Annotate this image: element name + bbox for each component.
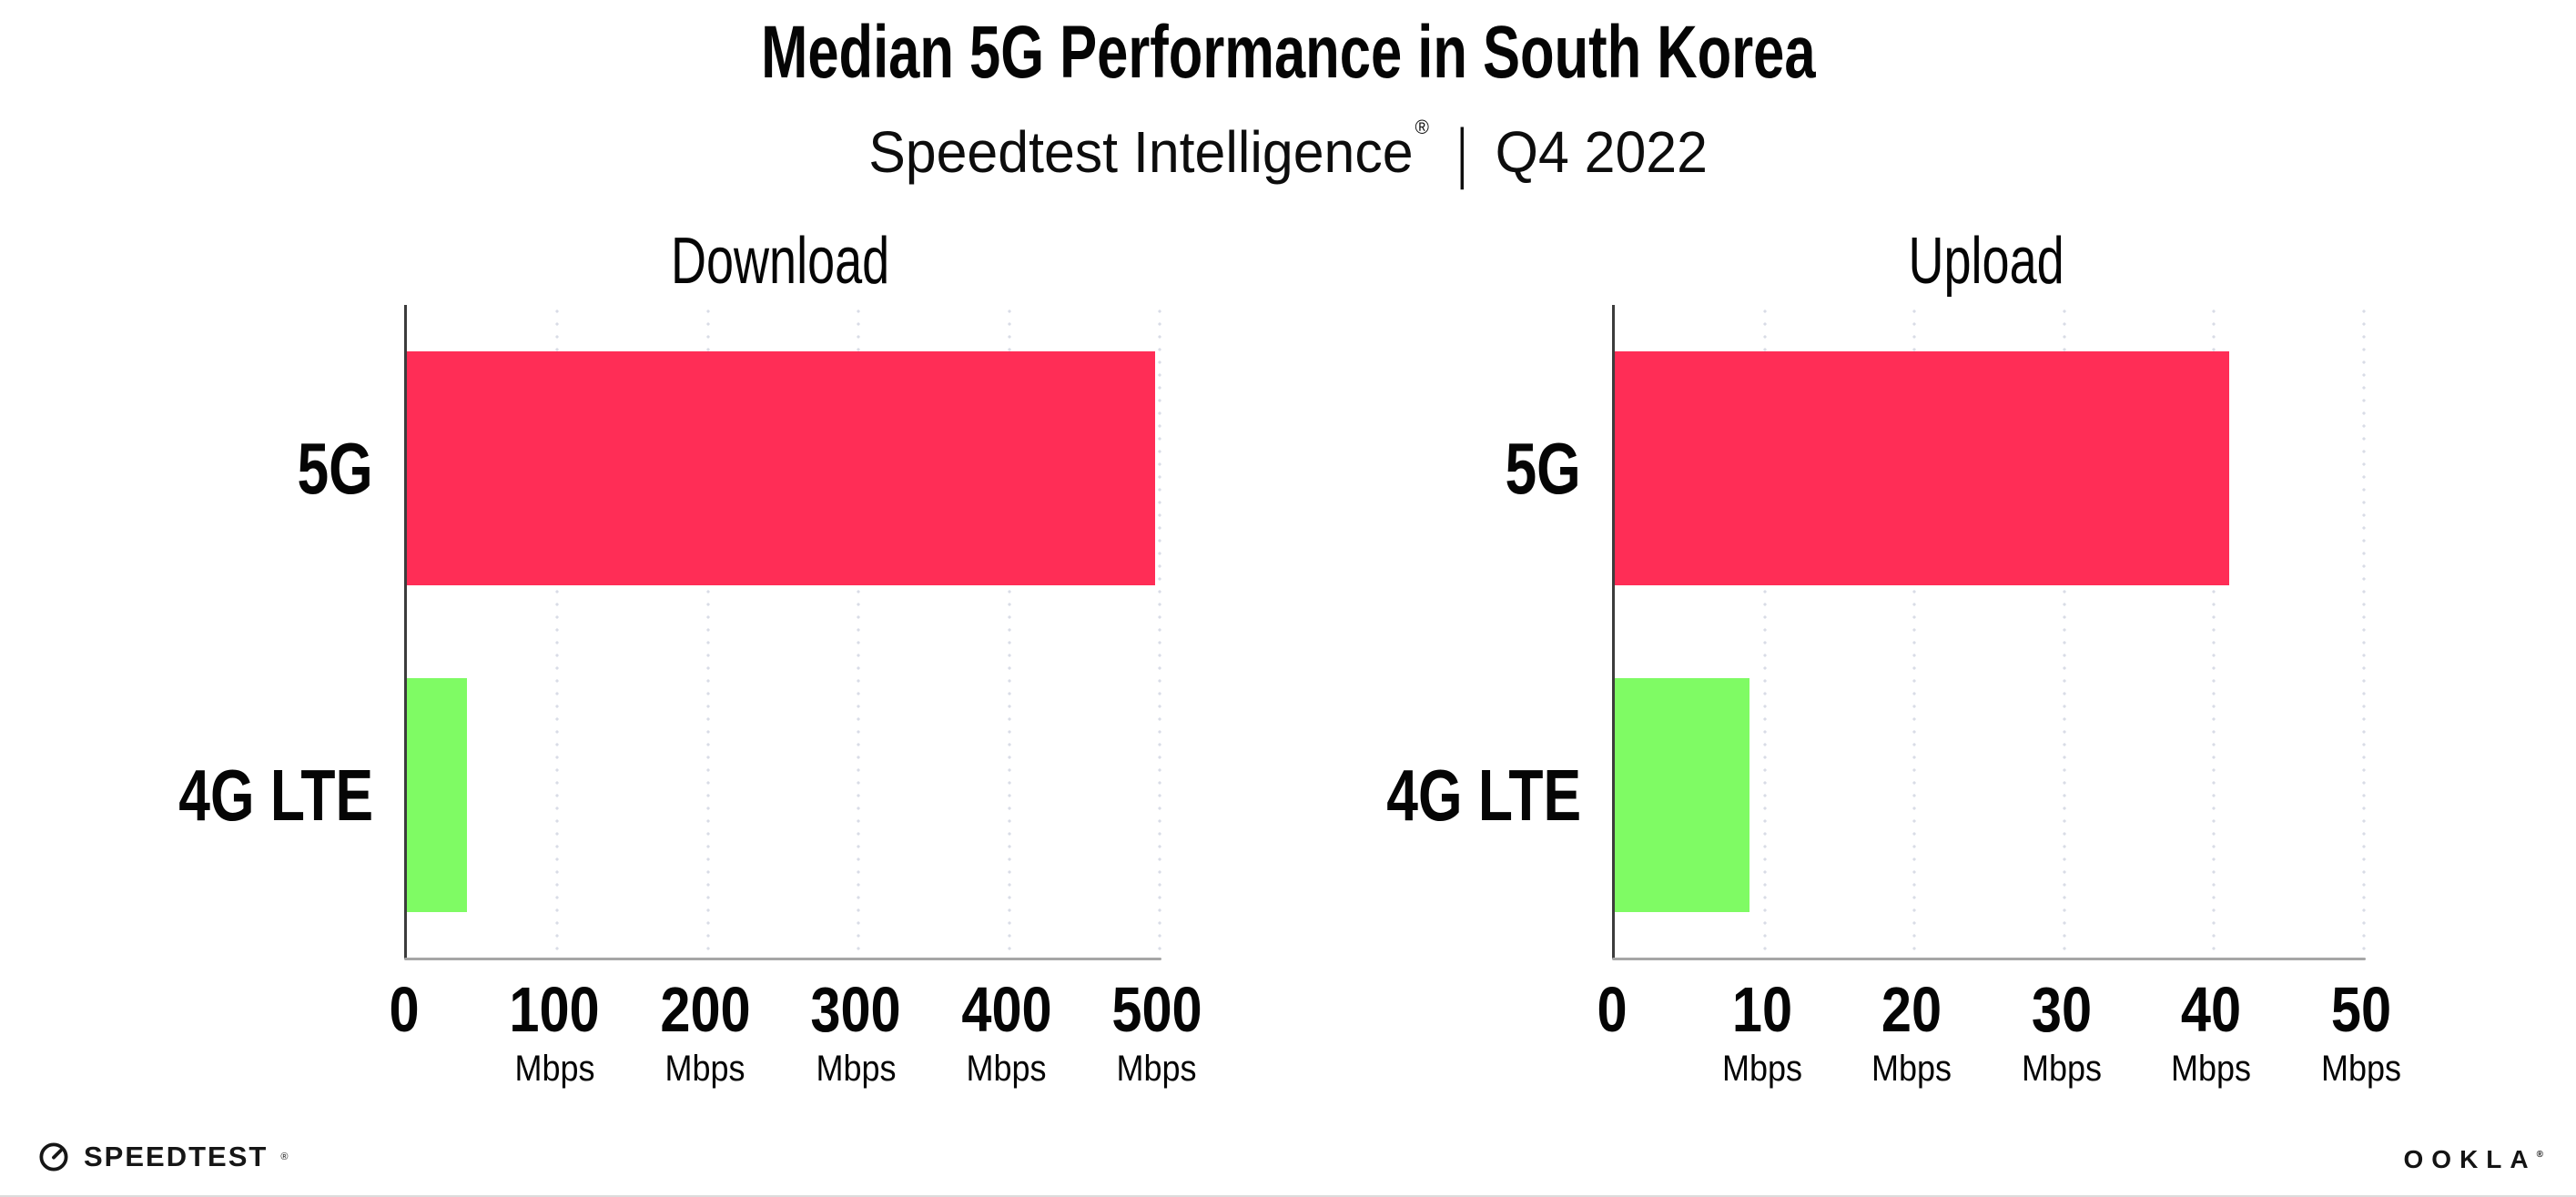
download-chart-title-text: Download xyxy=(671,225,890,298)
bottom-border-line xyxy=(0,1195,2576,1197)
tick-unit: Mbps xyxy=(664,1049,745,1089)
tick-unit: Mbps xyxy=(2171,1049,2252,1089)
tick-value: 0 xyxy=(1597,974,1628,1045)
gridline xyxy=(555,305,560,959)
x-tick: 0 xyxy=(387,974,422,1087)
tick-unit: Mbps xyxy=(966,1049,1047,1089)
tick-value: 10 xyxy=(1731,974,1792,1045)
tick-unit: Mbps xyxy=(514,1049,595,1089)
download-chart-title: Download xyxy=(404,226,1157,297)
tick-value: 300 xyxy=(810,974,901,1045)
x-tick: 300 Mbps xyxy=(803,974,909,1089)
upload-x-axis-ticks: 0 10 Mbps 20 Mbps 30 Mbps 40 Mbps 50 Mbp… xyxy=(1597,974,2401,1100)
bar-4glte-upload xyxy=(1615,678,1750,912)
tick-value: 30 xyxy=(2031,974,2092,1045)
gridline xyxy=(1762,305,1767,959)
tick-value: 0 xyxy=(389,974,420,1045)
tick-value: 200 xyxy=(660,974,751,1045)
tick-value: 50 xyxy=(2330,974,2392,1045)
speedtest-registered-mark: ® xyxy=(280,1151,289,1162)
registered-trademark-mark: ® xyxy=(1415,116,1429,138)
tick-value: 40 xyxy=(2181,974,2242,1045)
subtitle-inner: Speedtest Intelligence® | Q4 2022 xyxy=(868,95,1708,190)
x-tick: 40 Mbps xyxy=(2166,974,2256,1089)
page-subtitle: Speedtest Intelligence® | Q4 2022 xyxy=(0,95,2576,190)
speedtest-gauge-icon xyxy=(39,1142,68,1172)
x-tick: 50 Mbps xyxy=(2317,974,2406,1089)
speedtest-logo: SPEEDTEST ® xyxy=(36,1138,288,1176)
gridline xyxy=(2362,305,2366,959)
subtitle-separator: | xyxy=(1456,114,1467,190)
download-plot-area xyxy=(404,305,1161,960)
tick-value: 400 xyxy=(960,974,1052,1045)
tick-unit xyxy=(387,1050,422,1087)
bar-5g-download xyxy=(407,351,1156,585)
tick-value: 20 xyxy=(1881,974,1942,1045)
ookla-logo-text: OOKLA xyxy=(2403,1145,2537,1173)
gridline xyxy=(1912,305,1917,959)
gridline xyxy=(2062,305,2066,959)
gridline xyxy=(705,305,710,959)
upload-chart-title: Upload xyxy=(1612,226,2361,297)
gridline xyxy=(1007,305,1011,959)
bar-5g-upload xyxy=(1615,351,2229,585)
category-label-4glte-upload-text: 4G LTE xyxy=(1386,754,1581,836)
x-tick: 200 Mbps xyxy=(652,974,758,1089)
category-label-5g-upload: 5G xyxy=(1213,305,1581,632)
x-tick: 500 Mbps xyxy=(1104,974,1211,1089)
category-label-5g-upload-text: 5G xyxy=(1505,427,1581,509)
x-tick: 30 Mbps xyxy=(2017,974,2106,1089)
subtitle-period: Q4 2022 xyxy=(1495,119,1708,185)
gridline xyxy=(1158,305,1161,959)
tick-unit: Mbps xyxy=(1871,1049,1952,1089)
ookla-registered-mark: ® xyxy=(2536,1150,2543,1160)
upload-plot-area xyxy=(1612,305,2366,960)
download-x-axis-ticks: 0 100 Mbps 200 Mbps 300 Mbps 400 Mbps 50… xyxy=(389,974,1202,1100)
gridline xyxy=(2212,305,2216,959)
x-tick: 20 Mbps xyxy=(1867,974,1956,1089)
subtitle-brand: Speedtest Intelligence xyxy=(868,119,1414,185)
x-tick: 0 xyxy=(1595,974,1630,1087)
category-label-5g-download-text: 5G xyxy=(297,427,373,509)
category-label-5g-download: 5G xyxy=(5,305,373,632)
tick-value: 100 xyxy=(509,974,601,1045)
x-tick: 10 Mbps xyxy=(1718,974,1807,1089)
tick-unit xyxy=(1595,1050,1630,1087)
speedtest-logo-text: SPEEDTEST xyxy=(84,1141,269,1172)
x-tick: 400 Mbps xyxy=(953,974,1060,1089)
category-label-4glte-download-text: 4G LTE xyxy=(178,754,373,836)
gridline xyxy=(857,305,861,959)
x-axis-line xyxy=(404,958,1161,960)
tick-unit: Mbps xyxy=(1721,1049,1802,1089)
x-axis-line xyxy=(1612,958,2366,960)
page-title: Median 5G Performance in South Korea xyxy=(0,13,2576,93)
bar-4glte-download xyxy=(407,678,468,912)
tick-unit: Mbps xyxy=(1116,1049,1198,1089)
category-label-4glte-upload: 4G LTE xyxy=(1213,632,1581,959)
category-label-4glte-download: 4G LTE xyxy=(5,632,373,959)
ookla-logo: OOKLA® xyxy=(2404,1145,2543,1174)
x-tick: 100 Mbps xyxy=(502,974,608,1089)
tick-unit: Mbps xyxy=(2021,1049,2102,1089)
tick-unit: Mbps xyxy=(2320,1049,2402,1089)
page-title-text: Median 5G Performance in South Korea xyxy=(760,11,1816,94)
upload-chart-title-text: Upload xyxy=(1908,225,2065,298)
tick-value: 500 xyxy=(1111,974,1202,1045)
tick-unit: Mbps xyxy=(816,1049,897,1089)
